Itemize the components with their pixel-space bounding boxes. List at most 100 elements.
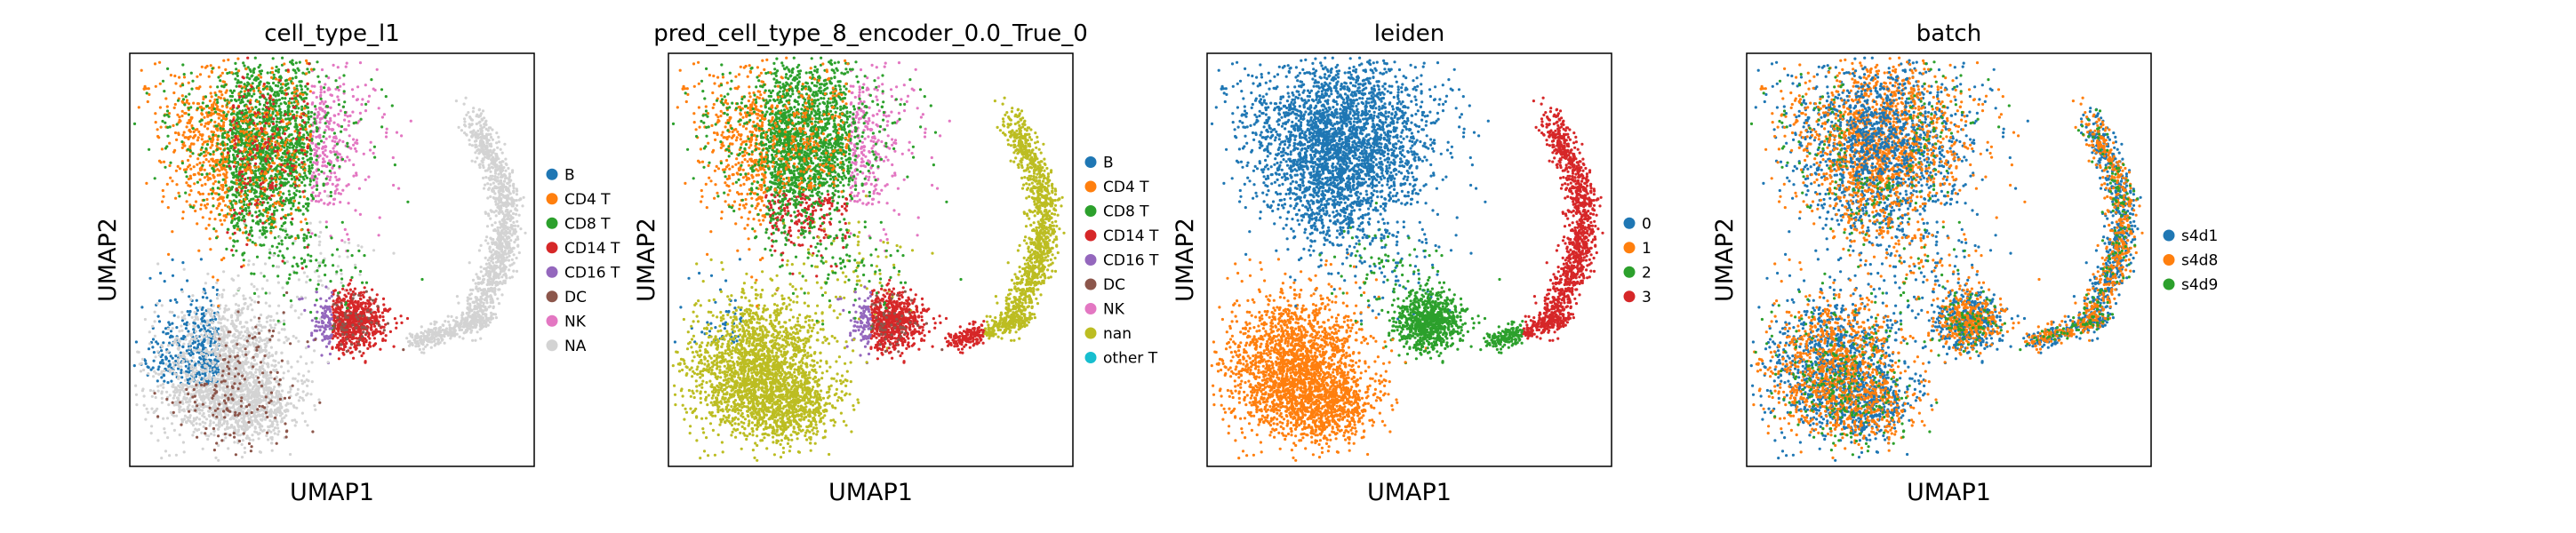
scatter-point (497, 238, 500, 241)
scatter-point (232, 172, 235, 175)
scatter-point (351, 88, 354, 91)
scatter-point (201, 184, 204, 187)
scatter-point (204, 422, 206, 425)
scatter-point (306, 275, 308, 278)
scatter-point (269, 410, 272, 412)
scatter-point (287, 108, 290, 111)
scatter-point (281, 286, 284, 289)
scatter-point (261, 164, 264, 167)
scatter-point (497, 259, 500, 261)
scatter-point (508, 172, 511, 175)
scatter-point (385, 135, 388, 138)
scatter-point (208, 224, 211, 227)
scatter-point (508, 268, 510, 271)
scatter-point (164, 431, 166, 434)
scatter-point (305, 235, 308, 237)
scatter-point (344, 160, 347, 163)
scatter-point (290, 202, 292, 204)
scatter-point (472, 129, 475, 131)
scatter-point (252, 273, 255, 275)
scatter-point (189, 135, 192, 138)
scatter-point (309, 222, 312, 225)
scatter-point (308, 172, 311, 175)
scatter-point (173, 403, 176, 406)
scatter-point (204, 169, 206, 171)
scatter-point (174, 103, 177, 106)
scatter-point (316, 311, 318, 314)
scatter-point (271, 449, 274, 452)
scatter-point (493, 288, 496, 290)
scatter-point (260, 272, 262, 274)
scatter-point (181, 338, 184, 340)
scatter-point (185, 327, 188, 330)
scatter-point (342, 83, 345, 85)
scatter-point (515, 213, 517, 216)
scatter-point (234, 62, 236, 65)
scatter-point (216, 128, 219, 131)
scatter-point (465, 114, 468, 116)
scatter-point (300, 181, 303, 184)
scatter-point (313, 148, 316, 151)
scatter-point (193, 182, 196, 185)
scatter-point (182, 441, 185, 443)
scatter-point (468, 143, 471, 146)
scatter-point (286, 260, 289, 263)
scatter-point (303, 97, 306, 99)
scatter-point (168, 142, 171, 145)
scatter-point (180, 371, 182, 374)
scatter-point (174, 354, 177, 357)
scatter-point (234, 194, 236, 196)
scatter-point (247, 330, 250, 333)
scatter-point (323, 171, 325, 174)
scatter-point (256, 220, 259, 223)
scatter-point (497, 136, 500, 139)
scatter-point (331, 253, 333, 256)
scatter-point (162, 195, 164, 198)
scatter-point (249, 147, 252, 150)
scatter-point (219, 147, 221, 150)
scatter-point (300, 80, 303, 83)
scatter-point (259, 243, 261, 246)
scatter-point (332, 299, 335, 302)
scatter-point (352, 138, 355, 140)
scatter-point (459, 336, 461, 338)
scatter-point (319, 279, 322, 282)
scatter-point (332, 64, 335, 67)
scatter-point (490, 312, 492, 314)
scatter-point (171, 179, 173, 182)
scatter-point (516, 204, 518, 207)
scatter-point (488, 163, 491, 166)
scatter-point (250, 416, 252, 418)
scatter-point (244, 451, 246, 454)
scatter-point (178, 394, 180, 396)
scatter-point (364, 109, 367, 112)
scatter-point (343, 241, 346, 243)
scatter-point (500, 148, 502, 151)
scatter-point (498, 189, 500, 192)
scatter-point (378, 107, 380, 109)
scatter-point (290, 366, 292, 369)
scatter-point (303, 184, 306, 187)
scatter-point (479, 115, 482, 117)
scatter-point (228, 139, 230, 141)
scatter-point (314, 330, 316, 332)
scatter-point (254, 354, 257, 357)
scatter-point (285, 197, 288, 200)
scatter-point (488, 143, 491, 146)
scatter-point (484, 257, 487, 259)
scatter-point (229, 145, 232, 147)
scatter-point (492, 187, 494, 190)
scatter-point (246, 76, 249, 79)
scatter-point (381, 115, 384, 118)
scatter-point (262, 151, 265, 154)
scatter-point (297, 379, 300, 382)
scatter-point (265, 345, 268, 347)
scatter-point (513, 241, 516, 243)
scatter-point (501, 152, 504, 155)
scatter-point (200, 258, 203, 260)
scatter-point (145, 182, 148, 185)
scatter-point (277, 282, 280, 284)
scatter-point (241, 378, 244, 380)
scatter-point (221, 80, 224, 83)
scatter-point (252, 263, 255, 266)
